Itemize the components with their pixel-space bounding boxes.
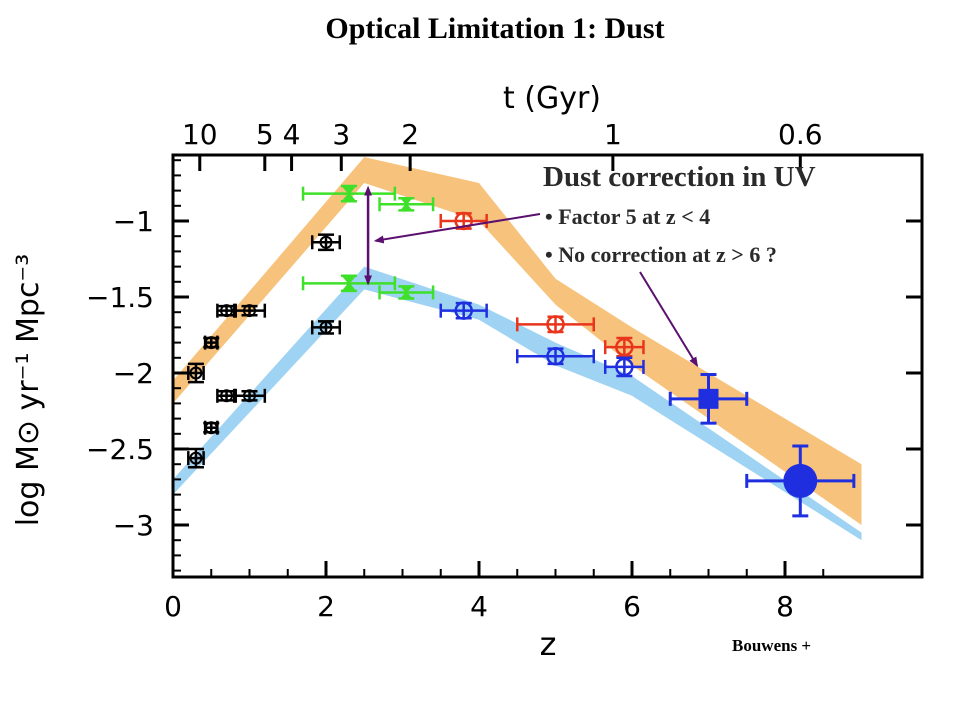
data-point-black <box>216 388 237 403</box>
data-point-blue <box>603 356 645 378</box>
annotation-heading: Dust correction in UV <box>543 161 816 193</box>
data-point-black <box>232 303 267 318</box>
marker-hourglass <box>342 276 356 291</box>
x-tick-label: 6 <box>623 590 641 623</box>
pointer-arrow-factor5 <box>373 213 541 244</box>
x-axis-label: z <box>540 625 557 663</box>
top-tick-label: 0.6 <box>778 118 823 151</box>
annotation-bullet: • Factor 5 at z < 4 <box>545 204 710 229</box>
data-point-black <box>187 362 205 384</box>
bands-layer <box>173 157 862 541</box>
marker-open-circle <box>319 320 333 334</box>
marker-open-circle <box>454 301 473 320</box>
data-point-black <box>203 420 220 435</box>
y-tick-label: −2.5 <box>86 433 154 466</box>
data-point-red <box>603 336 645 358</box>
marker-open-circle <box>615 337 634 357</box>
x-tick-label: 0 <box>164 590 182 623</box>
marker-open-circle <box>189 451 203 465</box>
top-tick-label: 10 <box>182 118 218 151</box>
marker-open-circle <box>319 235 333 249</box>
plot-frame <box>171 153 924 579</box>
marker-open-circle <box>204 336 218 350</box>
marker-hourglass <box>342 186 356 201</box>
top-tick-label: 4 <box>283 118 301 151</box>
data-point-black <box>310 320 342 335</box>
marker-open-circle <box>189 366 203 380</box>
x-tick-label: 4 <box>470 590 488 623</box>
marker-open-circle <box>220 304 234 318</box>
data-point-blue-square <box>668 373 749 425</box>
data-point-black <box>216 303 237 318</box>
top-tick-label: 5 <box>256 118 274 151</box>
top-axis-label: t (Gyr) <box>503 81 601 116</box>
y-axis-label: log M⊙ yr⁻¹ Mpc⁻³ <box>11 254 46 527</box>
marker-open-circle <box>454 211 473 231</box>
data-point-red <box>516 315 595 334</box>
data-point-green <box>301 274 397 293</box>
data-point-black <box>232 388 267 403</box>
marker-open-circle <box>220 389 234 403</box>
marker-hourglass <box>399 285 413 300</box>
annotation-layer: Dust correction in UV • Factor 5 at z < 4… <box>364 161 816 368</box>
points-layer <box>187 184 856 518</box>
data-point-black <box>310 233 342 252</box>
data-point-blue <box>439 301 488 320</box>
top-tick-label: 3 <box>332 118 350 151</box>
y-tick-label: −3 <box>113 509 154 542</box>
marker-filled-circle <box>783 463 818 498</box>
x-tick-label: 2 <box>317 590 335 623</box>
y-tick-label: −1.5 <box>86 281 154 314</box>
slide-title: Optical Limitation 1: Dust <box>325 12 665 45</box>
marker-open-circle <box>243 304 256 318</box>
data-point-green <box>378 196 435 212</box>
x-tick-label: 8 <box>776 590 794 623</box>
top-tick-label: 2 <box>401 118 419 151</box>
ticks-layer: 0 2 4 6 8−1−1.5−2−2.5−310 5 4 3 2 1 0.6 <box>86 118 922 623</box>
marker-open-circle <box>615 357 634 377</box>
top-tick-label: 1 <box>604 118 622 151</box>
marker-hourglass <box>399 197 413 212</box>
data-point-black <box>187 447 205 469</box>
marker-open-circle <box>546 315 565 334</box>
marker-open-circle <box>546 347 565 366</box>
data-point-blue <box>516 347 595 366</box>
pointer-arrow-z6 <box>639 271 699 368</box>
y-tick-label: −1 <box>113 205 154 238</box>
data-point-blue-large <box>745 444 856 518</box>
data-point-black <box>203 335 220 350</box>
credit-label: Bouwens + <box>732 636 812 655</box>
y-tick-label: −2 <box>113 357 154 390</box>
data-point-green <box>301 184 397 203</box>
marker-open-circle <box>243 389 256 403</box>
marker-open-circle <box>204 421 218 435</box>
marker-square <box>698 388 719 409</box>
annotation-bullet: • No correction at z > 6 ? <box>545 242 777 267</box>
data-point-green <box>378 285 435 300</box>
